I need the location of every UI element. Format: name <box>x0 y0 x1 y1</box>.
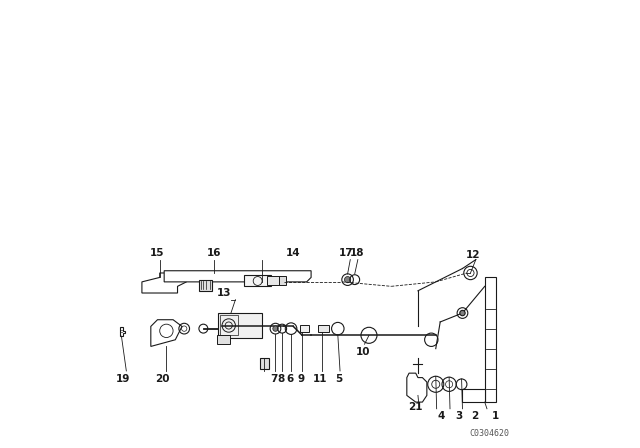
Text: 13: 13 <box>217 288 232 298</box>
Bar <box>217 335 230 344</box>
Text: 8: 8 <box>278 374 285 384</box>
Text: 15: 15 <box>149 248 164 258</box>
Bar <box>260 358 269 369</box>
Bar <box>218 313 262 337</box>
Circle shape <box>273 326 278 332</box>
Bar <box>300 325 309 332</box>
Bar <box>318 325 329 332</box>
Circle shape <box>344 276 351 283</box>
Text: 20: 20 <box>156 374 170 384</box>
Polygon shape <box>484 277 496 402</box>
Polygon shape <box>120 327 125 336</box>
Text: 11: 11 <box>313 374 328 384</box>
Bar <box>244 275 271 286</box>
Text: 21: 21 <box>408 401 423 412</box>
Text: 5: 5 <box>335 374 342 384</box>
Text: 16: 16 <box>207 248 221 258</box>
Text: C0304620: C0304620 <box>469 429 509 438</box>
Text: 12: 12 <box>465 250 480 260</box>
Text: 3: 3 <box>456 411 463 421</box>
Bar <box>199 280 212 291</box>
Polygon shape <box>407 373 427 402</box>
Bar <box>267 276 280 285</box>
Polygon shape <box>142 273 186 293</box>
Polygon shape <box>151 320 182 346</box>
Circle shape <box>460 310 465 316</box>
Polygon shape <box>164 271 311 282</box>
Text: 7: 7 <box>270 374 277 384</box>
Polygon shape <box>463 389 484 402</box>
Text: 6: 6 <box>286 374 293 384</box>
Bar <box>279 276 285 285</box>
Text: 10: 10 <box>355 347 370 357</box>
Text: 17: 17 <box>339 248 353 258</box>
Text: 2: 2 <box>471 411 479 421</box>
Text: 14: 14 <box>286 248 301 258</box>
Text: 4: 4 <box>437 411 445 421</box>
Bar <box>220 315 237 335</box>
Text: 9: 9 <box>298 374 305 384</box>
Text: 18: 18 <box>349 248 364 258</box>
Text: 19: 19 <box>116 374 131 384</box>
Text: 1: 1 <box>492 411 499 421</box>
